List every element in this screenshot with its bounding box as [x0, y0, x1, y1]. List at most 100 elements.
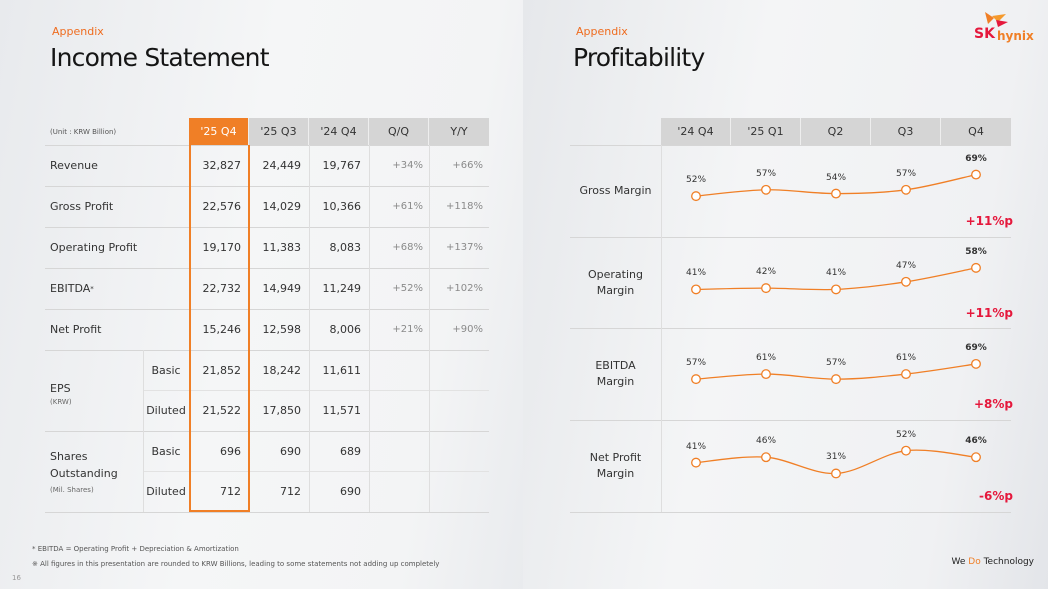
yy-change-cell: +102% — [446, 283, 483, 294]
value-cell: 712 — [220, 485, 241, 498]
logo-text-hynix: hynix — [997, 29, 1034, 43]
row-divider — [143, 471, 489, 472]
value-cell: 11,571 — [322, 404, 362, 417]
row-divider — [570, 420, 1011, 421]
row-label: Net Profit — [50, 323, 102, 336]
value-cell: 22,732 — [202, 282, 242, 295]
column-header: '25 Q1 — [731, 118, 801, 145]
column-header-25q4: '25 Q4 — [189, 118, 249, 145]
column-divider — [309, 145, 310, 512]
value-cell: 17,850 — [262, 404, 302, 417]
data-point — [971, 452, 981, 463]
margin-lines-svg — [691, 169, 981, 479]
value-cell: 21,852 — [202, 363, 242, 377]
yy-change-cell: +118% — [446, 201, 483, 212]
yy-change-cell: +137% — [446, 242, 483, 253]
sk-hynix-logo: SK hynix — [972, 10, 1034, 44]
yoy-delta: +11%p — [965, 306, 1013, 320]
value-cell: 8,006 — [329, 323, 362, 336]
data-label: 61% — [895, 353, 917, 364]
value-cell: 19,767 — [322, 159, 362, 172]
logo-text-sk: SK — [974, 26, 995, 42]
data-label: 41% — [685, 441, 707, 452]
data-point — [761, 184, 771, 195]
data-point — [691, 284, 701, 295]
value-cell: 696 — [220, 444, 241, 458]
column-header: Q3 — [871, 118, 941, 145]
data-point — [761, 369, 771, 380]
row-divider — [45, 186, 489, 187]
row-divider — [570, 328, 1011, 329]
value-cell: 12,598 — [262, 323, 302, 336]
value-cell: 14,949 — [262, 282, 302, 295]
data-point — [901, 184, 911, 195]
value-cell: 690 — [280, 444, 301, 458]
butterfly-logo-icon — [985, 12, 1008, 27]
value-cell: 14,029 — [262, 200, 302, 213]
data-label: 57% — [825, 358, 847, 369]
row-divider — [45, 431, 489, 432]
column-header-qq: Q/Q — [369, 118, 429, 145]
value-cell: 712 — [280, 485, 301, 498]
data-label: 61% — [755, 353, 777, 364]
data-point — [971, 262, 981, 273]
row-divider — [45, 227, 489, 228]
footnote-rounding: ※ All figures in this presentation are r… — [32, 560, 440, 568]
value-cell: 11,383 — [262, 241, 302, 254]
data-label: 52% — [895, 429, 917, 440]
data-label: 58% — [965, 246, 987, 257]
data-label: 54% — [825, 172, 847, 183]
value-cell: 19,170 — [202, 241, 242, 254]
column-header-yy: Y/Y — [429, 118, 489, 145]
unit-label: (Unit : KRW Billion) — [50, 127, 117, 136]
column-divider — [429, 145, 430, 512]
profitability-slide: Appendix Profitability SK hynix '24 Q4'2… — [523, 0, 1048, 589]
row-label: Gross Profit — [50, 200, 114, 213]
value-cell: 32,827 — [202, 159, 242, 172]
value-cell: 22,576 — [202, 200, 242, 213]
data-label: 57% — [895, 168, 917, 179]
data-label: 41% — [685, 268, 707, 279]
page-number: 16 — [12, 574, 21, 582]
data-label: 41% — [825, 268, 847, 279]
page-title: Income Statement — [50, 43, 270, 72]
value-cell: 689 — [340, 444, 361, 458]
yoy-delta: +11%p — [965, 214, 1013, 228]
data-label: 42% — [755, 267, 777, 278]
value-cell: 11,611 — [322, 363, 362, 377]
yoy-delta: -6%p — [979, 489, 1013, 503]
eps-sub-label: Basic — [151, 363, 181, 377]
row-divider — [45, 145, 489, 146]
yoy-delta: +8%p — [973, 397, 1013, 411]
column-divider — [661, 145, 662, 512]
shares-outstanding-label: Shares Outstanding (Mil. Shares) — [50, 450, 118, 494]
series-label: Operating Margin — [588, 268, 643, 297]
data-label: 57% — [755, 168, 777, 179]
value-cell: 690 — [340, 485, 361, 498]
data-point — [691, 457, 701, 468]
column-header: Q4 — [941, 118, 1011, 145]
column-header-24q4: '24 Q4 — [309, 118, 369, 145]
data-label: 57% — [685, 358, 707, 369]
value-cell: 18,242 — [262, 363, 302, 377]
row-divider — [570, 145, 1011, 146]
data-point — [831, 284, 841, 295]
series-label: Gross Margin — [579, 184, 652, 197]
row-divider — [570, 512, 1011, 513]
shares-sub-label: Basic — [151, 444, 181, 458]
column-divider — [143, 350, 144, 512]
column-header-25q3: '25 Q3 — [249, 118, 309, 145]
qq-change-cell: +68% — [392, 242, 423, 253]
data-point — [761, 283, 771, 294]
data-point — [971, 169, 981, 180]
qq-change-cell: +21% — [392, 324, 423, 335]
row-divider — [45, 309, 489, 310]
row-divider — [570, 237, 1011, 238]
data-label: 52% — [685, 175, 707, 186]
value-cell: 15,246 — [202, 323, 242, 336]
row-divider — [45, 350, 489, 351]
row-label: Revenue — [50, 159, 98, 172]
page-title: Profitability — [573, 43, 705, 72]
data-label: 69% — [965, 153, 987, 164]
data-point — [831, 188, 841, 199]
